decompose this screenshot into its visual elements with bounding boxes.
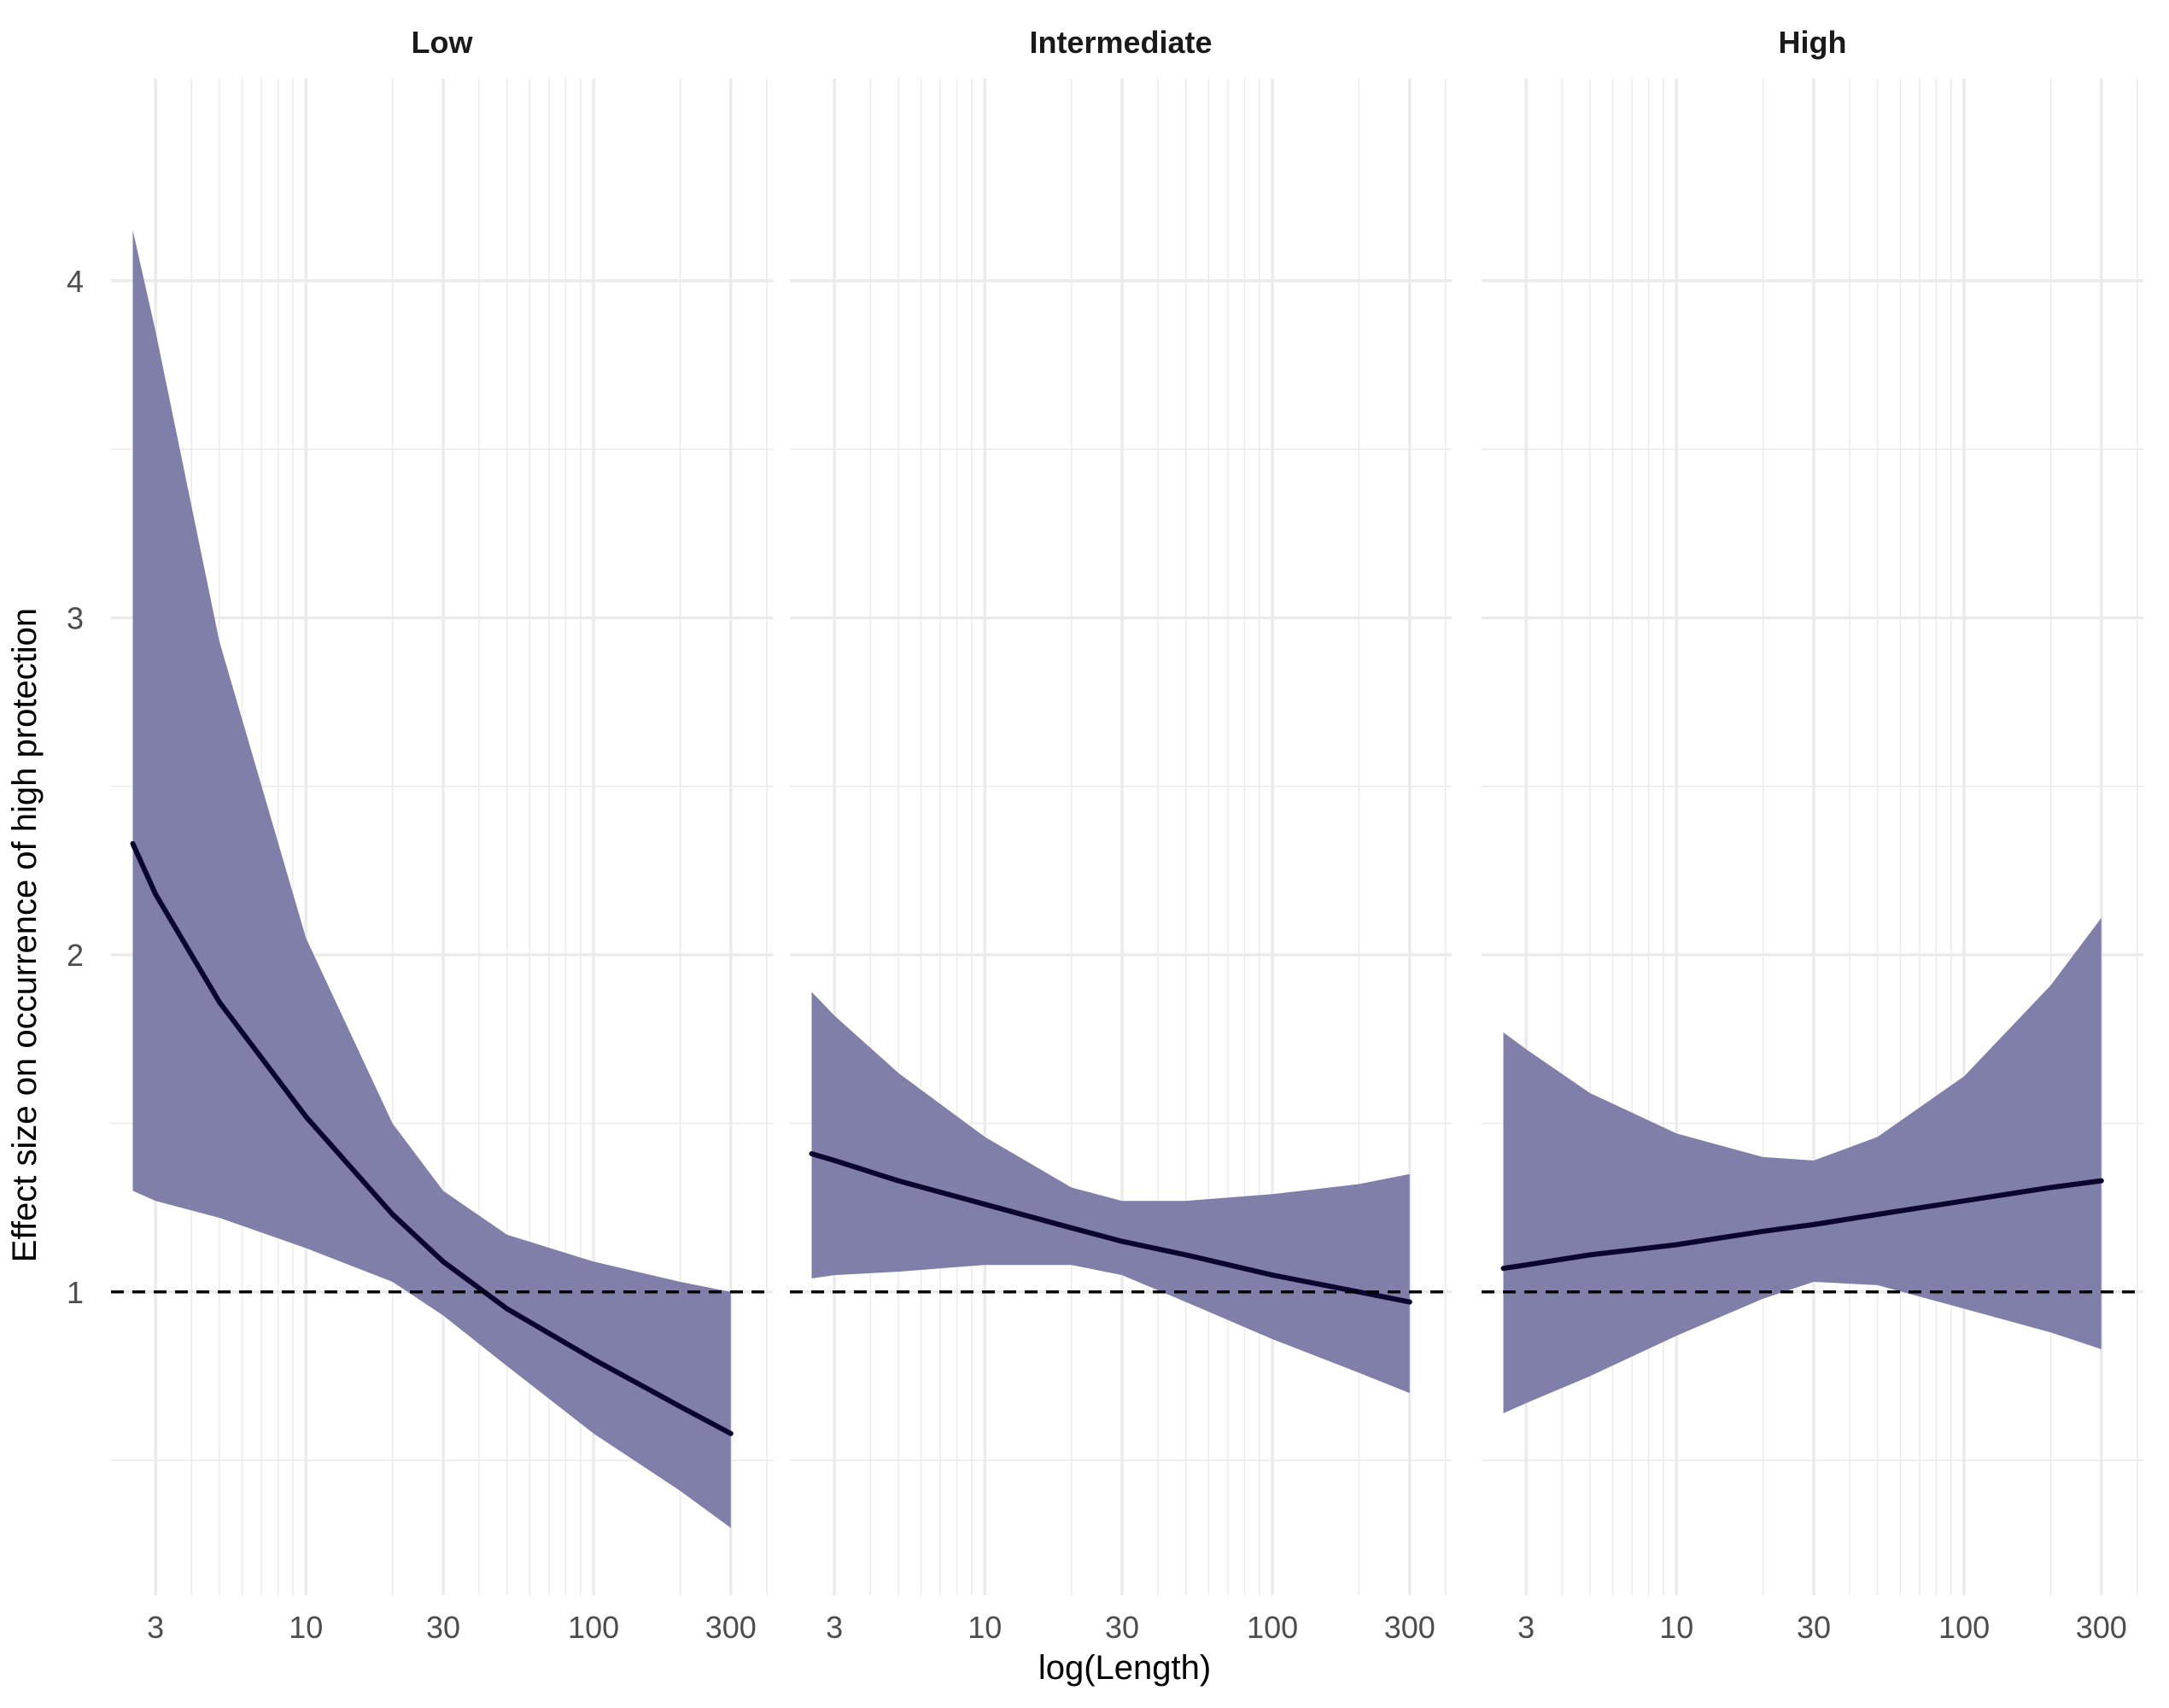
x-tick-label: 30 — [1797, 1610, 1831, 1645]
panel-low: Low 3 10 30 100 300 — [111, 25, 773, 1645]
fit-line — [130, 840, 734, 1436]
x-tick-label: 30 — [426, 1610, 460, 1645]
panel-high: High 3 10 30 100 300 — [1482, 25, 2143, 1645]
y-tick-label: 3 — [67, 600, 84, 635]
x-axis-title: log(Length) — [1038, 1649, 1211, 1687]
x-tick-label: 100 — [1247, 1610, 1298, 1645]
x-tick-label: 300 — [2076, 1610, 2127, 1645]
x-tick-label: 3 — [1517, 1610, 1535, 1645]
y-tick-label: 4 — [67, 264, 84, 299]
x-tick-label: 10 — [968, 1610, 1002, 1645]
y-tick-label: 1 — [67, 1275, 84, 1310]
y-axis-title: Effect size on occurrence of high protec… — [6, 608, 44, 1262]
panel-intermediate: Intermediate 3 10 30 100 300 — [790, 25, 1452, 1645]
x-tick-label: 30 — [1105, 1610, 1139, 1645]
x-tick-label: 10 — [289, 1610, 323, 1645]
x-tick-label: 300 — [1384, 1610, 1435, 1645]
confidence-ribbon — [1503, 917, 2102, 1413]
fit-line — [809, 1151, 1412, 1305]
x-tick-label: 3 — [826, 1610, 843, 1645]
x-tick-label: 10 — [1659, 1610, 1693, 1645]
x-tick-label: 300 — [705, 1610, 757, 1645]
strip-title: Low — [412, 25, 474, 60]
fit-line — [1500, 1178, 2104, 1272]
y-tick-label: 2 — [67, 938, 84, 973]
x-tick-label: 3 — [147, 1610, 164, 1645]
confidence-ribbon — [132, 230, 731, 1529]
strip-title: Intermediate — [1029, 25, 1212, 60]
x-tick-label: 100 — [568, 1610, 619, 1645]
strip-title: High — [1779, 25, 1847, 60]
x-tick-label: 100 — [1938, 1610, 1990, 1645]
